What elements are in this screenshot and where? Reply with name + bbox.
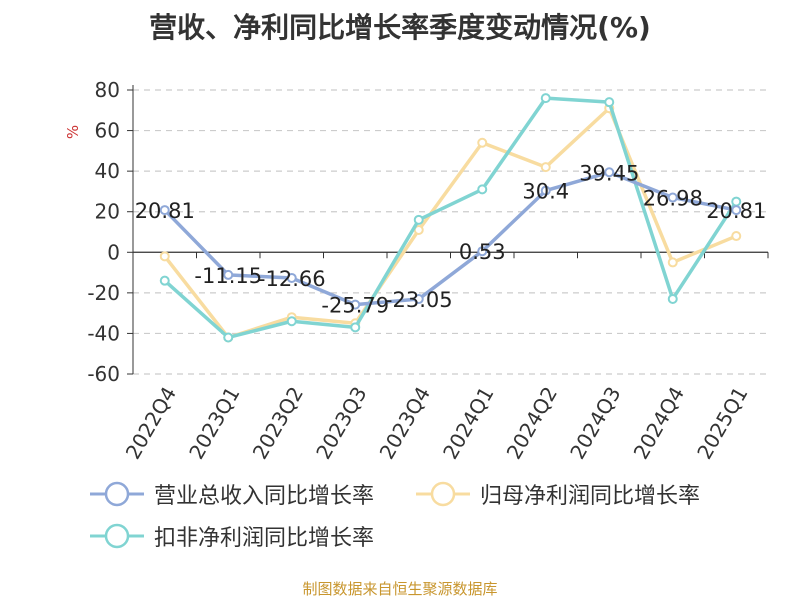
data-label: 26.98 — [643, 187, 703, 211]
legend-item-net-profit[interactable]: 归母净利润同比增长率 — [416, 478, 700, 510]
x-tick-label: 2024Q1 — [438, 383, 498, 464]
data-label: 0.53 — [459, 240, 506, 264]
series-lines — [159, 93, 742, 343]
y-tick-label: 20 — [95, 200, 120, 224]
legend-label-net-profit: 归母净利润同比增长率 — [480, 484, 701, 509]
x-tick-label: 2025Q1 — [692, 383, 752, 464]
data-label: 20.81 — [135, 199, 195, 223]
data-label: -25.79 — [321, 294, 389, 318]
data-point — [413, 214, 424, 225]
y-tick-label: 80 — [95, 78, 120, 102]
data-label: -23.05 — [385, 288, 453, 312]
data-point — [731, 231, 742, 242]
source-note: 制图数据来自恒生聚源数据库 — [302, 580, 498, 598]
series-line — [163, 170, 737, 307]
data-point — [159, 251, 170, 262]
gridlines — [133, 89, 768, 375]
data-label: -11.15 — [194, 264, 262, 288]
y-tick-label: 40 — [95, 159, 120, 183]
data-point — [477, 137, 488, 148]
data-point — [667, 192, 678, 203]
data-point — [540, 93, 551, 104]
data-label: -12.66 — [258, 267, 326, 291]
data-point — [286, 316, 297, 327]
data-point — [350, 299, 361, 310]
data-point — [159, 275, 170, 286]
data-point — [159, 205, 170, 216]
y-tick-label: -60 — [87, 362, 120, 386]
legend-line-circle-icon — [90, 523, 144, 549]
data-point — [350, 322, 361, 333]
legend-line-circle-icon — [90, 481, 144, 507]
x-tick-label: 2023Q4 — [375, 383, 435, 464]
data-point — [604, 97, 615, 108]
data-point — [667, 293, 678, 304]
x-tick-label: 2023Q3 — [311, 383, 371, 464]
legend-item-revenue[interactable]: 营业总收入同比增长率 — [90, 478, 374, 510]
chart-title: 营收、净利同比增长率季度变动情况(%) — [149, 11, 651, 44]
legend-label-revenue: 营业总收入同比增长率 — [154, 484, 375, 509]
legend-item-deducted-profit[interactable]: 扣非净利润同比增长率 — [90, 520, 374, 552]
x-tick-label: 2023Q2 — [248, 383, 308, 464]
y-tick-label: 0 — [107, 240, 120, 264]
data-label: 20.81 — [706, 199, 766, 223]
y-tick-label: -20 — [87, 281, 120, 305]
data-labels: 20.81 -11.15-12.66 -25.79-23.050.53 30.4 39.… — [135, 161, 767, 317]
series-line — [163, 96, 738, 340]
x-tick-label: 2022Q4 — [121, 383, 181, 464]
data-point — [540, 162, 551, 173]
data-point — [540, 185, 551, 196]
data-point — [477, 246, 488, 257]
data-point — [286, 272, 297, 283]
legend-line-circle-icon — [416, 481, 470, 507]
data-point — [604, 167, 615, 178]
data-point — [477, 184, 488, 195]
data-point — [667, 257, 678, 268]
y-axis-label: % — [64, 125, 82, 139]
data-point — [731, 205, 742, 216]
x-tick-label: 2024Q2 — [502, 383, 562, 464]
data-point — [413, 294, 424, 305]
y-tick-label: -40 — [87, 321, 120, 345]
data-point — [223, 269, 234, 280]
y-tick-label: 60 — [95, 119, 120, 143]
x-tick-label: 2023Q1 — [184, 383, 244, 464]
data-point — [223, 332, 234, 343]
x-tick-label: 2024Q4 — [629, 383, 689, 464]
data-label: 39.45 — [579, 161, 639, 185]
x-tick-label: 2024Q3 — [565, 383, 625, 464]
data-label: 30.4 — [522, 180, 569, 204]
legend-label-deducted-profit: 扣非净利润同比增长率 — [154, 526, 375, 551]
